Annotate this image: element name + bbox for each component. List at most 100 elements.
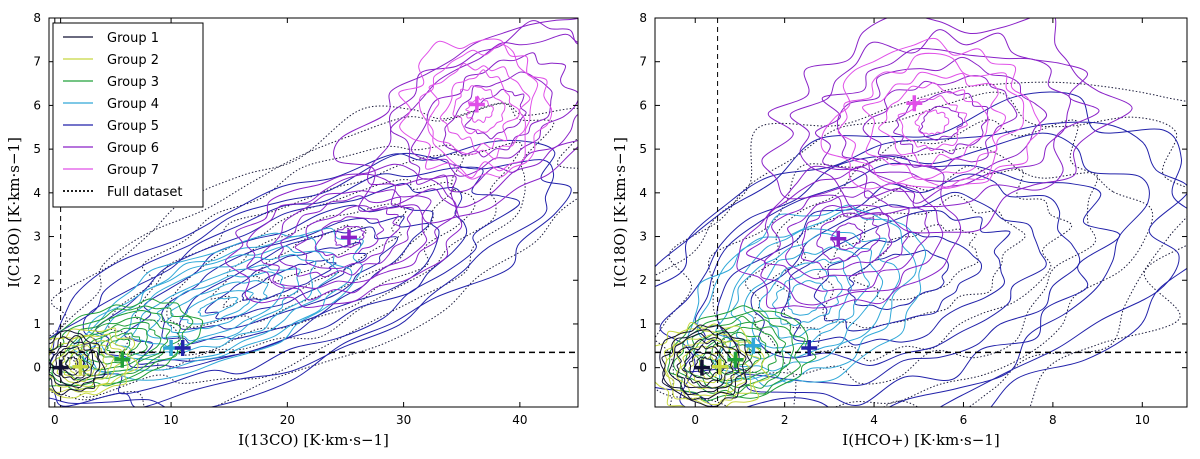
- group-6-upper-contour: [443, 71, 553, 158]
- group-7-contour: [837, 52, 1025, 188]
- group-7-contour: [897, 95, 968, 152]
- group-6-contour: [736, 156, 962, 309]
- group-6-upper-contour: [862, 75, 1018, 171]
- group-6-upper-contour: [815, 47, 1072, 204]
- group-5-contour: [49, 152, 555, 407]
- y-tick-label: 0: [639, 361, 647, 375]
- group-4-contour: [100, 245, 339, 361]
- x-tick-label: 10: [1135, 413, 1150, 427]
- group-3-contour: [65, 316, 171, 377]
- group-6-upper-contour: [761, 18, 1133, 234]
- x-tick-label: 10: [163, 413, 178, 427]
- group-4-contour: [715, 228, 901, 372]
- group-3-contour: [97, 332, 142, 359]
- group-4-contour: [72, 227, 364, 381]
- y-tick-label: 4: [639, 186, 647, 200]
- group-3-contour: [85, 327, 148, 365]
- group-6-upper-contour: [836, 56, 1048, 182]
- x-tick-label: 40: [512, 413, 527, 427]
- group-5-contour: [847, 249, 949, 310]
- group-1-contour: [668, 332, 740, 395]
- y-tick-label: 1: [33, 317, 41, 331]
- full-dataset-contour: [708, 119, 1154, 407]
- group-3-contour: [106, 338, 131, 354]
- group-4-contour: [179, 290, 254, 325]
- group-6-contour: [278, 195, 414, 278]
- group-6-contour: [246, 173, 458, 301]
- group-4-contour: [787, 280, 828, 316]
- y-tick-label: 6: [33, 98, 41, 112]
- legend-label: Group 5: [107, 119, 159, 134]
- x-tick-label: 30: [396, 413, 411, 427]
- group-1-contour: [688, 351, 721, 380]
- group-7-contour: [862, 71, 1006, 181]
- centroid-cross: [801, 339, 818, 356]
- group-6-contour: [334, 225, 366, 248]
- centroid-cross: [745, 337, 762, 354]
- group-6-upper-contour: [367, 20, 578, 208]
- group-6-contour: [800, 204, 893, 270]
- group-7-contour: [465, 95, 494, 124]
- legend-label: Full dataset: [107, 185, 183, 200]
- group-2-contour: [74, 353, 93, 373]
- group-3-contour: [49, 305, 194, 387]
- full-dataset-contour: [853, 224, 979, 301]
- y-tick-label: 7: [33, 55, 41, 69]
- group-4-contour: [697, 208, 917, 384]
- group-7-contour: [398, 38, 553, 180]
- x-tick-label: 20: [280, 413, 295, 427]
- group-4-contour: [197, 296, 239, 317]
- contour-group-2: [655, 18, 1187, 407]
- x-tick-label: 4: [870, 413, 878, 427]
- group-2-contour: [49, 327, 139, 399]
- y-tick-label: 2: [639, 273, 647, 287]
- group-5-contour: [750, 191, 1047, 366]
- group-5-contour: [655, 91, 1187, 407]
- group-6-contour: [816, 212, 881, 262]
- y-tick-label: 2: [33, 273, 41, 287]
- x-tick-label: 0: [691, 413, 699, 427]
- group-6-contour: [294, 205, 401, 269]
- group-1-contour: [49, 335, 101, 389]
- group-4-contour: [772, 268, 843, 327]
- y-tick-label: 3: [33, 230, 41, 244]
- group-5-contour: [241, 259, 337, 301]
- legend-label: Group 7: [107, 163, 159, 178]
- plot-frame: [654, 17, 1188, 408]
- group-1-contour: [682, 344, 727, 387]
- group-5-contour: [179, 226, 398, 330]
- group-7-contour: [439, 69, 520, 151]
- centroid-cross: [693, 359, 710, 376]
- group-5-contour: [716, 173, 1081, 386]
- group-3-contour: [709, 331, 770, 376]
- group-2-contour: [49, 333, 129, 393]
- y-tick-label: 1: [639, 317, 647, 331]
- group-7-contour: [914, 109, 950, 135]
- y-tick-label: 4: [33, 186, 41, 200]
- centroid-cross: [174, 339, 191, 356]
- y-tick-label: 5: [639, 142, 647, 156]
- y-tick-label: 8: [33, 11, 41, 25]
- centroid-cross: [468, 96, 485, 113]
- full-dataset-contour: [49, 103, 555, 398]
- x-axis-label: I(HCO+) [K·km·s−1]: [842, 431, 999, 449]
- y-tick-label: 3: [639, 230, 647, 244]
- legend-label: Group 1: [107, 31, 159, 46]
- group-3-contour: [667, 305, 817, 402]
- group-6-contour: [831, 222, 864, 251]
- group-4-contour: [166, 280, 269, 334]
- x-tick-label: 6: [960, 413, 968, 427]
- group-6-upper-contour: [390, 33, 578, 193]
- x-tick-label: 0: [51, 413, 59, 427]
- group-5-contour: [655, 121, 1187, 407]
- centroid-cross: [727, 351, 744, 368]
- group-4-contour: [743, 246, 870, 349]
- group-1-contour: [695, 356, 714, 375]
- full-dataset-contour: [166, 179, 455, 328]
- group-6-upper-contour: [464, 88, 527, 140]
- group-6-contour: [763, 181, 930, 292]
- contour-group-1: [49, 18, 578, 407]
